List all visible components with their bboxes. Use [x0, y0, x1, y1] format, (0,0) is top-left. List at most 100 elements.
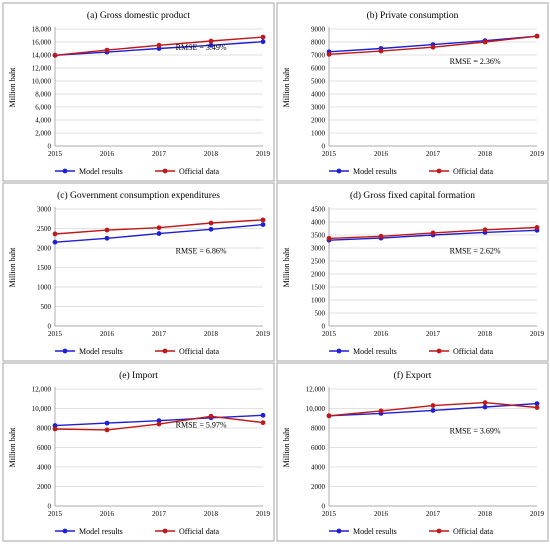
x-tick-label: 2017 — [152, 330, 167, 338]
legend-official-label: Official data — [179, 347, 220, 356]
legend-model-marker — [336, 528, 342, 534]
rmse-annotation: RMSE = 3.49% — [176, 43, 227, 52]
y-axis-label: Million baht — [8, 427, 17, 468]
legend-model-label: Model results — [353, 167, 397, 176]
x-tick-label: 2019 — [256, 150, 271, 158]
y-tick-label: 0 — [48, 503, 52, 511]
x-tick-label: 2016 — [100, 510, 115, 518]
panel-border — [276, 362, 549, 542]
official-data-point — [482, 39, 488, 45]
panel-border — [276, 182, 549, 362]
official-data-point — [208, 38, 214, 44]
x-tick-label: 2015 — [322, 330, 337, 338]
y-tick-label: 6000 — [37, 444, 52, 452]
model-data-point — [208, 226, 214, 232]
official-data-point — [260, 217, 266, 223]
y-tick-label: 500 — [315, 310, 326, 318]
legend-model-label: Model results — [79, 167, 123, 176]
legend-model-marker — [62, 168, 68, 174]
y-tick-label: 6000 — [311, 65, 326, 73]
model-data-point — [260, 412, 266, 418]
official-data-point — [52, 426, 58, 432]
model-data-point — [104, 420, 110, 426]
y-axis-label: Million baht — [8, 67, 17, 108]
y-tick-label: 7000 — [311, 52, 326, 60]
x-tick-label: 2017 — [152, 150, 167, 158]
official-data-point — [52, 231, 58, 237]
model-data-point — [156, 418, 162, 424]
legend-official-marker — [162, 348, 168, 354]
y-tick-label: 0 — [48, 323, 52, 331]
chart-title: (f) Export — [394, 370, 432, 381]
model-data-point — [104, 235, 110, 241]
y-tick-label: 6,000 — [35, 104, 51, 112]
y-tick-label: 4000 — [311, 464, 326, 472]
chart-panel-2: (b) Private consumption 0 1000 2000 3000 4000… — [276, 2, 549, 182]
chart-title: (a) Gross domestic product — [87, 10, 191, 21]
chart-panel-5: (e) Import 0 2000 4000 6000 8000 10,000 12,000 2… — [2, 362, 275, 542]
legend-official-label: Official data — [179, 167, 220, 176]
model-data-point — [534, 401, 540, 407]
panel-border — [2, 2, 275, 182]
y-tick-label: 0 — [322, 143, 326, 151]
y-tick-label: 12,000 — [32, 386, 52, 394]
legend-model-marker — [336, 168, 342, 174]
legend-official-marker — [162, 168, 168, 174]
legend-model-label: Model results — [353, 347, 397, 356]
y-tick-label: 8000 — [311, 425, 326, 433]
y-tick-label: 4000 — [37, 464, 52, 472]
x-tick-label: 2015 — [48, 150, 63, 158]
legend-official-label: Official data — [453, 527, 494, 536]
legend-model-marker — [62, 348, 68, 354]
rmse-annotation: RMSE = 2.36% — [450, 57, 501, 66]
y-axis-label: Million baht — [282, 67, 291, 108]
x-tick-label: 2019 — [530, 510, 545, 518]
model-data-point — [430, 408, 436, 413]
y-tick-label: 1500 — [37, 264, 52, 272]
legend-model-label: Model results — [79, 527, 123, 536]
x-tick-label: 2018 — [478, 150, 493, 158]
legend-model-marker — [62, 528, 68, 534]
official-data-point — [534, 405, 540, 410]
model-data-point — [208, 42, 214, 48]
y-tick-label: 8000 — [311, 39, 326, 47]
chart-panel-1: (a) Gross domestic product 0 2,000 4,000 6,0… — [2, 2, 275, 182]
y-tick-label: 2000 — [311, 483, 326, 491]
official-data-point — [482, 400, 488, 406]
x-tick-label: 2018 — [204, 510, 219, 518]
official-data-point — [378, 408, 384, 414]
y-tick-label: 12,000 — [32, 65, 52, 73]
x-tick-label: 2015 — [48, 510, 63, 518]
x-tick-label: 2018 — [478, 330, 493, 338]
official-data-point — [326, 413, 332, 419]
y-tick-label: 16,000 — [32, 39, 52, 47]
y-tick-label: 3000 — [311, 245, 326, 253]
official-data-point — [104, 427, 110, 433]
model-data-point — [260, 222, 266, 228]
x-tick-label: 2018 — [204, 150, 219, 158]
chart-title: (d) Gross fixed capital formation — [350, 190, 475, 201]
official-data-point — [534, 225, 540, 230]
chart-panel-4: (d) Gross fixed capital formation 0 500 100… — [276, 182, 549, 362]
chart-title: (c) Government consumption expenditures — [57, 190, 220, 201]
official-data-point — [430, 230, 436, 236]
x-tick-label: 2016 — [100, 150, 115, 158]
model-data-point — [52, 423, 58, 428]
legend-official-marker — [436, 528, 442, 534]
legend-official-label: Official data — [453, 347, 494, 356]
y-tick-label: 8000 — [37, 425, 52, 433]
x-tick-label: 2017 — [426, 510, 441, 518]
x-tick-label: 2017 — [426, 330, 441, 338]
y-tick-label: 2000 — [311, 271, 326, 279]
official-data-point — [104, 227, 110, 233]
legend-official-marker — [436, 348, 442, 354]
legend-official-label: Official data — [179, 527, 220, 536]
official-data-point — [260, 34, 266, 40]
y-tick-label: 4000 — [311, 91, 326, 99]
y-tick-label: 9000 — [311, 26, 326, 34]
official-data-point — [260, 420, 266, 426]
y-tick-label: 2000 — [37, 483, 52, 491]
x-tick-label: 2017 — [152, 510, 167, 518]
y-tick-label: 2500 — [37, 225, 52, 233]
